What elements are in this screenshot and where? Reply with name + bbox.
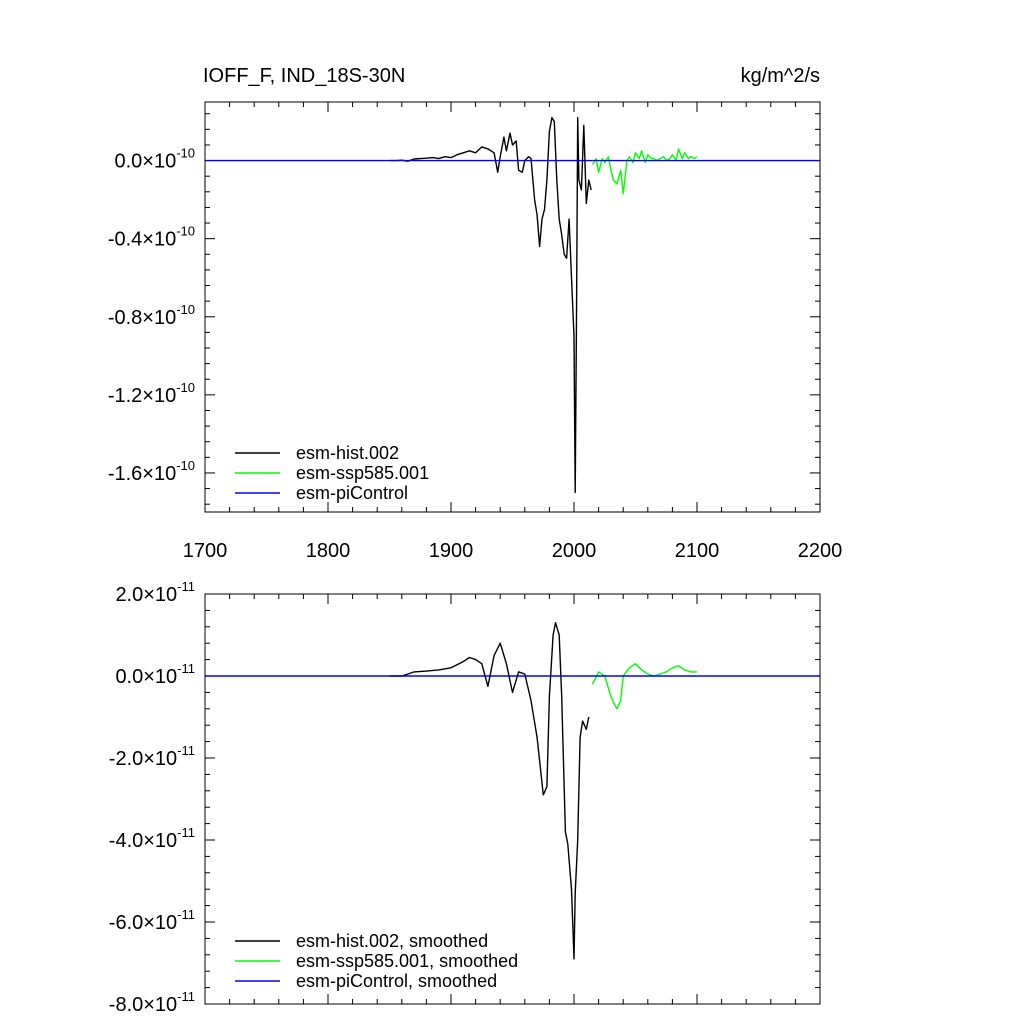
bottom-y-tick-label: -4.0×10-11: [109, 825, 195, 852]
top-x-tick-label: 2200: [798, 540, 843, 562]
bottom-y-tick-label: 2.0×10-11: [115, 579, 195, 606]
top-y-tick-label: -1.2×10-10: [108, 380, 195, 407]
top-series-group: [205, 116, 820, 494]
top-legend-label: esm-piControl: [296, 483, 408, 503]
bottom-y-tick-label: 0.0×10-11: [115, 661, 195, 688]
bottom-y-tick-label: -6.0×10-11: [109, 907, 195, 934]
bottom-y-tick-label: -8.0×10-11: [109, 989, 195, 1016]
top-series-line-1: [591, 148, 698, 195]
bottom-legend-label: esm-ssp585.001, smoothed: [296, 951, 518, 971]
top-x-tick-label: 1800: [306, 540, 351, 562]
bottom-y-tick-label: -2.0×10-11: [109, 743, 195, 770]
top-x-tick-label: 2100: [675, 540, 720, 562]
top-x-tick-labels: 1700 1800 1900 2000 2100 2200: [183, 540, 843, 562]
top-series-line-0: [389, 116, 592, 494]
top-panel: IOFF_F, IND_18S-30N kg/m^2/s 0.0×10-10 -0…: [108, 65, 842, 562]
bottom-y-tick-labels: 2.0×10-11 0.0×10-11 -2.0×10-11 -4.0×10-11 -6…: [109, 579, 195, 1016]
top-plot-frame: [204, 101, 821, 513]
top-x-tick-label: 2000: [552, 540, 597, 562]
top-y-tick-labels: 0.0×10-10 -0.4×10-10 -0.8×10-10 -1.2×10-10 -…: [108, 146, 195, 485]
bottom-plot-frame: [204, 593, 821, 1005]
bottom-legend-label: esm-piControl, smoothed: [296, 971, 497, 991]
top-y-tick-label: -1.6×10-10: [108, 458, 195, 485]
top-y-tick-label: -0.4×10-10: [108, 224, 195, 251]
bottom-panel: 2.0×10-11 0.0×10-11 -2.0×10-11 -4.0×10-11 -6…: [109, 579, 821, 1016]
top-y-tick-label: 0.0×10-10: [114, 146, 195, 173]
top-x-tick-label: 1700: [183, 540, 228, 562]
top-legend-label: esm-hist.002: [296, 443, 399, 463]
top-x-tick-label: 1900: [429, 540, 474, 562]
bottom-legend-label: esm-hist.002, smoothed: [296, 931, 488, 951]
top-legend-label: esm-ssp585.001: [296, 463, 429, 483]
bottom-series-line-0: [389, 622, 590, 960]
bottom-series-group: [205, 622, 820, 960]
top-title-right: kg/m^2/s: [741, 65, 820, 87]
bottom-series-line-1: [591, 663, 697, 710]
top-title-left: IOFF_F, IND_18S-30N: [203, 65, 405, 87]
top-y-tick-label: -0.8×10-10: [108, 302, 195, 329]
